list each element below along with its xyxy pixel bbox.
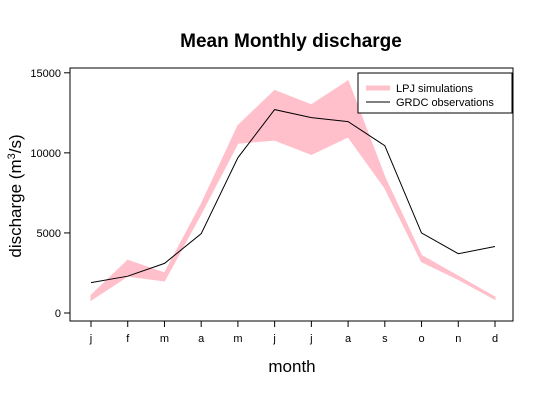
y-tick-label: 15000	[30, 68, 61, 80]
band-layer	[90, 80, 496, 302]
grdc-observation-line	[90, 109, 496, 284]
x-tick-label: s	[382, 333, 388, 345]
x-tick-label: f	[126, 333, 130, 345]
x-tick-label: a	[345, 333, 352, 345]
y-tick-label: 0	[55, 308, 61, 320]
chart-title: Mean Monthly discharge	[180, 31, 402, 52]
legend-label-line: GRDC observations	[396, 97, 494, 109]
x-tick-label: n	[455, 333, 461, 345]
y-tick-label: 10000	[30, 148, 61, 160]
x-tick-label: j	[309, 333, 312, 345]
legend: LPJ simulations GRDC observations	[357, 72, 513, 114]
y-axis: 0 5000 10000 15000	[30, 68, 71, 320]
legend-box	[357, 72, 513, 114]
y-axis-title-main: discharge (m	[6, 159, 25, 257]
x-tick-label: d	[492, 333, 498, 345]
x-tick-label: a	[198, 333, 205, 345]
lpj-simulation-band	[90, 80, 496, 302]
x-axis-title: month	[268, 357, 315, 376]
y-axis-title: discharge (m3/s)	[6, 134, 25, 257]
line-layer	[90, 109, 496, 284]
x-tick-label: m	[160, 333, 169, 345]
y-axis-title-sup: 3	[6, 153, 18, 159]
x-tick-label: j	[89, 333, 92, 345]
x-tick-label: j	[272, 333, 275, 345]
y-tick-label: 5000	[37, 228, 61, 240]
y-axis-title-tail: /s)	[6, 134, 25, 153]
x-tick-label: o	[418, 333, 424, 345]
legend-label-band: LPJ simulations	[396, 83, 474, 95]
x-tick-label: m	[233, 333, 242, 345]
